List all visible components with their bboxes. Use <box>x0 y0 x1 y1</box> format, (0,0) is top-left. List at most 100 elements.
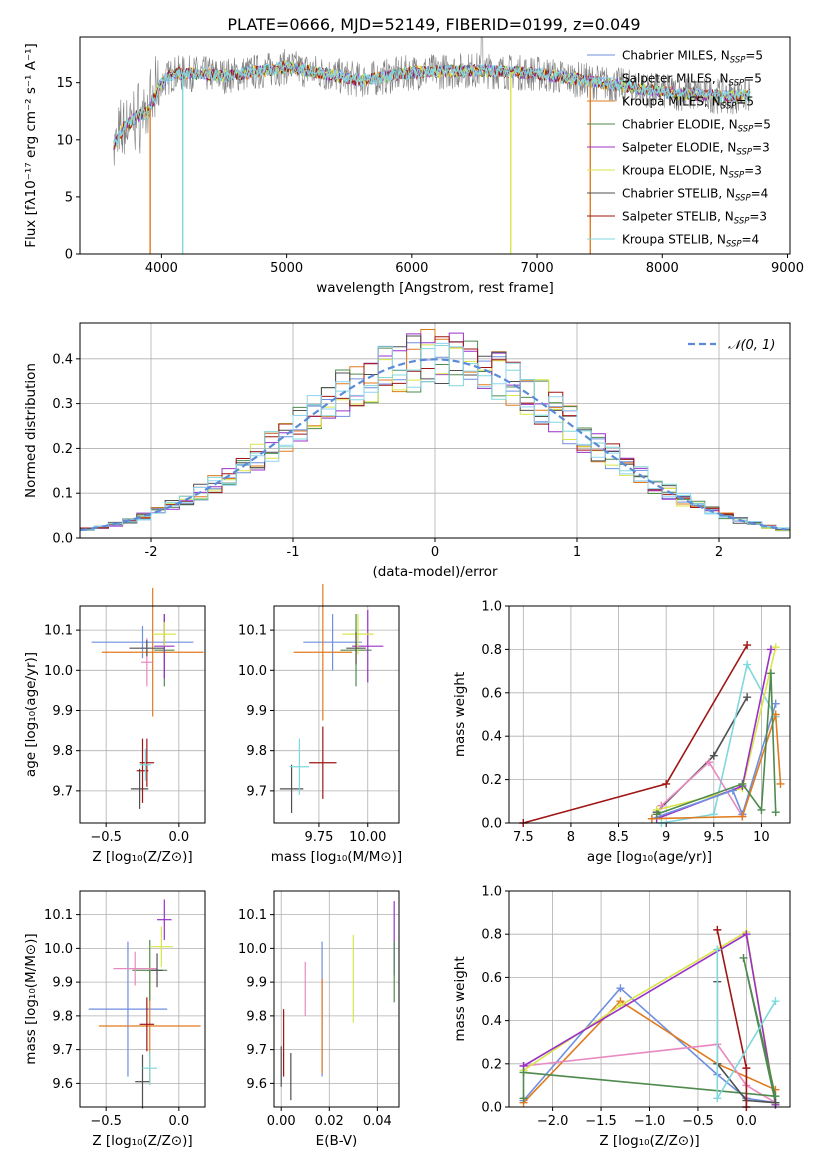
axes-frame <box>273 890 400 1108</box>
weight-series <box>651 703 777 820</box>
legend-subscript: SSP <box>726 240 742 250</box>
plus-marker <box>743 693 752 702</box>
x-tick-label: 0.0 <box>168 830 189 845</box>
plus-marker <box>647 814 656 823</box>
errorbar-point <box>139 748 152 781</box>
plus-marker <box>652 810 661 819</box>
y-tick-label: 10.0 <box>238 664 267 679</box>
x-axis-label: Z [log₁₀(Z/Z⊙)] <box>92 1133 192 1149</box>
x-tick-label: 0.02 <box>315 1114 344 1129</box>
y-tick-label: 0.8 <box>481 643 502 658</box>
x-axis-label: Z [log₁₀(Z/Z⊙)] <box>92 849 192 865</box>
y-tick-label: 9.8 <box>246 744 267 759</box>
axes-frame <box>508 605 791 824</box>
plus-marker <box>616 984 625 993</box>
normal-curve <box>80 358 788 532</box>
plus-marker <box>771 699 780 708</box>
y-tick-label: 0.6 <box>481 686 502 701</box>
plus-marker <box>713 945 722 954</box>
x-tick-label: 2 <box>715 545 723 560</box>
y-tick-label: 1.0 <box>481 885 502 900</box>
errorbar-point <box>289 738 310 795</box>
plus-marker <box>519 1094 528 1103</box>
plus-marker <box>709 751 718 760</box>
x-tick-label: 10 <box>753 830 770 845</box>
x-axis-label: age [log₁₀(age/yr)] <box>587 849 712 865</box>
legend-count: =5 <box>753 118 771 132</box>
legend-text: Kroupa STELIB, N <box>622 233 726 247</box>
legend-subscript: SSP <box>738 125 754 135</box>
legend-label: Kroupa ELODIE, NSSP=3 <box>622 164 762 181</box>
errorbar-point <box>135 1054 150 1109</box>
y-tick-label: 9.9 <box>246 976 267 991</box>
plus-marker <box>713 1094 722 1103</box>
x-axis-label: (data-model)/error <box>372 564 498 580</box>
y-tick-label: 10 <box>56 133 73 148</box>
errorbar-point <box>309 726 337 799</box>
panel-age_vs_Z: −0.5 0.0 9.7 9.8 9.9 10.0 10.1 Z [log₁₀(Z/Z⊙)] a… <box>23 587 206 865</box>
x-axis-label: mass [log₁₀(M/M⊙)] <box>271 849 402 865</box>
x-tick-label: −0.5 <box>682 1114 714 1129</box>
legend-count: =3 <box>752 141 770 155</box>
legend-label: Salpeter ELODIE, NSSP=3 <box>622 141 770 158</box>
y-tick-label: 10.1 <box>44 908 73 923</box>
legend-count: =5 <box>744 72 762 86</box>
legend-label: Salpeter STELIB, NSSP=3 <box>622 210 767 227</box>
legend-count: =3 <box>749 210 767 224</box>
x-tick-label: 0.00 <box>267 1114 296 1129</box>
y-tick-label: 10.1 <box>44 624 73 639</box>
x-tick-label: 8 <box>567 830 575 845</box>
y-tick-label: 0.2 <box>52 442 73 457</box>
legend-count: =4 <box>742 233 760 247</box>
y-tick-label: 5 <box>65 190 73 205</box>
y-tick-label: 9.6 <box>246 1077 267 1092</box>
legend-count: =4 <box>751 187 769 201</box>
x-tick-label: 9.75 <box>304 830 333 845</box>
legend-label: Chabrier STELIB, NSSP=4 <box>622 187 768 204</box>
y-tick-label: 0 <box>65 248 73 263</box>
legend-subscript: SSP <box>735 194 751 204</box>
errorbar-point <box>293 583 353 721</box>
y-tick-label: 0.0 <box>52 532 73 547</box>
weight-series <box>661 662 777 824</box>
weight-series <box>651 714 782 820</box>
hist-steps <box>80 329 790 533</box>
legend-text: Salpeter STELIB, N <box>622 210 734 224</box>
hist-series <box>80 342 790 532</box>
plus-marker <box>739 953 748 962</box>
errorbar-point <box>352 610 384 683</box>
legend-label: Chabrier MILES, NSSP=5 <box>622 49 763 66</box>
y-tick-label: 0.2 <box>481 1057 502 1072</box>
panel-spectrum: 4000 5000 6000 7000 8000 9000 0 5 10 15 wavelength… <box>23 36 804 296</box>
plus-marker <box>771 643 780 652</box>
y-axis-label: mass [log₁₀(M/M⊙)] <box>23 933 39 1064</box>
axes-frame <box>79 36 791 255</box>
legend-count: =5 <box>745 49 763 63</box>
plus-marker <box>743 660 752 669</box>
errorbar-point <box>88 941 168 1077</box>
legend-subscript: SSP <box>721 102 737 112</box>
x-tick-label: -1 <box>287 545 300 560</box>
plus-marker <box>662 779 671 788</box>
y-tick-label: 0.0 <box>481 817 502 832</box>
legend-subscript: SSP <box>736 148 752 158</box>
panel-mass_vs_ebv: 0.00 0.02 0.04 9.6 9.7 9.8 9.9 10.0 10.1 E(B-V) <box>238 890 400 1149</box>
errorbar-point <box>91 626 194 659</box>
legend-count: =5 <box>736 95 754 109</box>
y-tick-label: 9.9 <box>52 976 73 991</box>
x-tick-label: 4000 <box>145 261 178 276</box>
y-tick-label: 9.7 <box>246 784 267 799</box>
legend-label: 𝒩(0, 1) <box>728 338 775 353</box>
plus-marker <box>705 758 714 767</box>
y-tick-label: 9.9 <box>246 704 267 719</box>
y-axis-label: mass weight <box>452 672 468 757</box>
y-tick-label: 10.1 <box>238 908 267 923</box>
errorbar-point <box>142 1051 158 1086</box>
plus-marker <box>713 925 722 934</box>
x-tick-label: 0.0 <box>168 1114 189 1129</box>
x-tick-label: 9000 <box>771 261 804 276</box>
x-tick-label: −1.5 <box>585 1114 617 1129</box>
axes-frame <box>79 605 206 824</box>
errorbar-point <box>346 632 366 665</box>
